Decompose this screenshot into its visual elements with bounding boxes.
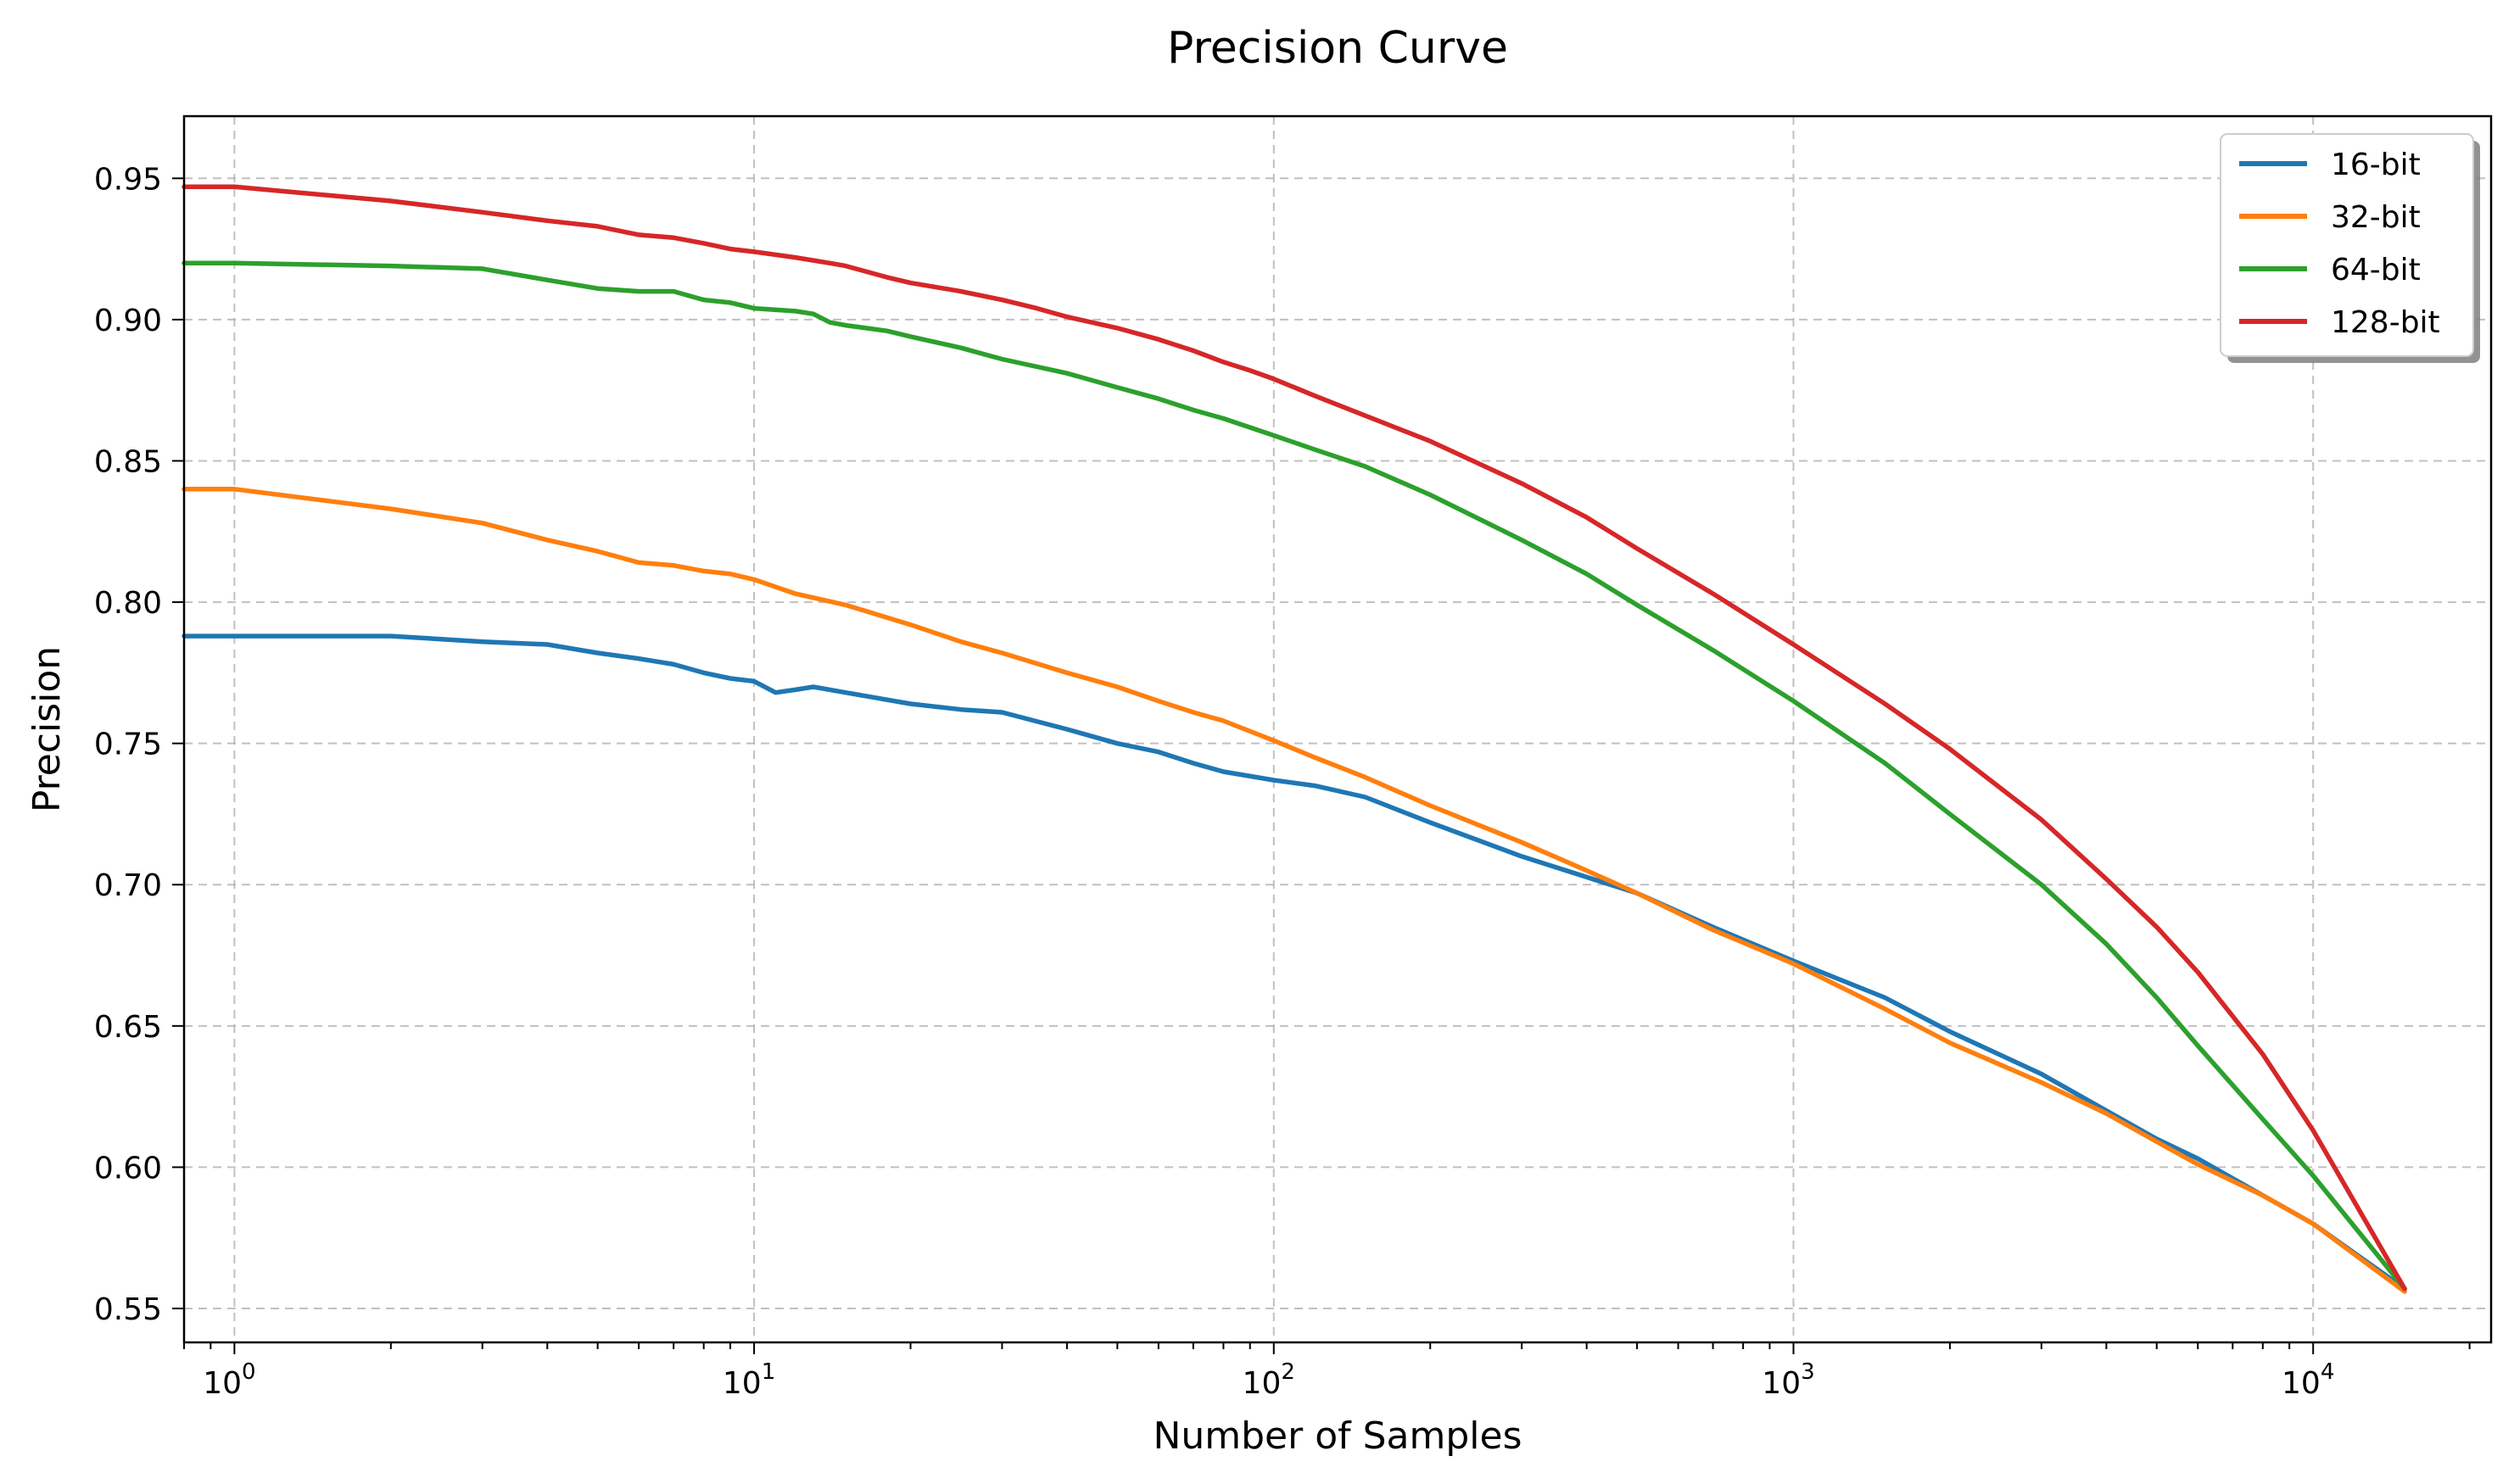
series-lines bbox=[182, 184, 2407, 1294]
x-tick-label: 104 bbox=[2282, 1359, 2334, 1401]
y-tick-label: 0.95 bbox=[94, 162, 162, 197]
y-tick-label: 0.75 bbox=[94, 728, 162, 762]
y-tick-label: 0.65 bbox=[94, 1010, 162, 1045]
legend: 16-bit 32-bit 64-bit 128-bit bbox=[2220, 133, 2480, 363]
y-tick-label: 0.90 bbox=[94, 304, 162, 338]
series-line-64-bit bbox=[182, 260, 2407, 1292]
x-tick-label: 100 bbox=[203, 1359, 255, 1401]
y-tick-label: 0.80 bbox=[94, 586, 162, 621]
legend-label: 16-bit bbox=[2331, 148, 2421, 182]
legend-label: 128-bit bbox=[2331, 305, 2440, 340]
y-tick-label: 0.70 bbox=[94, 868, 162, 903]
series-line-32-bit bbox=[182, 487, 2407, 1294]
x-axis-label: Number of Samples bbox=[1153, 1414, 1522, 1458]
chart-title: Precision Curve bbox=[1167, 23, 1508, 74]
legend-box bbox=[2220, 133, 2474, 357]
grid bbox=[184, 116, 2491, 1342]
y-axis-ticks: 0.55 0.60 0.65 0.70 0.75 0.80 0.85 0.90 0.95 bbox=[94, 162, 184, 1327]
x-tick-label: 103 bbox=[1762, 1359, 1814, 1401]
x-axis-ticks: 100 101 102 103 104 bbox=[183, 1342, 2471, 1401]
y-tick-label: 0.55 bbox=[94, 1292, 162, 1327]
legend-label: 64-bit bbox=[2331, 253, 2421, 287]
x-tick-label: 102 bbox=[1243, 1359, 1295, 1401]
y-axis-label: Precision bbox=[25, 646, 69, 812]
x-tick-label: 101 bbox=[723, 1359, 775, 1401]
series-line-16-bit bbox=[182, 633, 2407, 1292]
series-line-128-bit bbox=[182, 184, 2407, 1292]
y-tick-label: 0.85 bbox=[94, 444, 162, 479]
plot-frame bbox=[182, 114, 2493, 1344]
y-tick-label: 0.60 bbox=[94, 1151, 162, 1186]
legend-label: 32-bit bbox=[2331, 200, 2421, 235]
